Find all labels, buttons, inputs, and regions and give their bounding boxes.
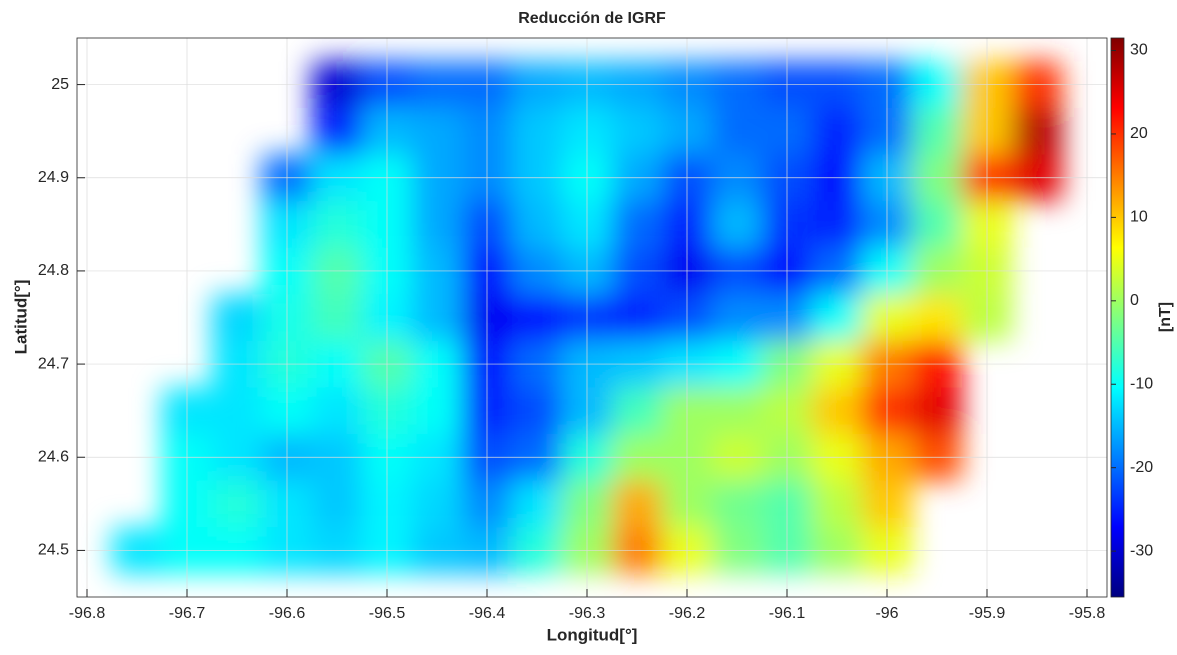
x-tick-label: -96.1 (769, 605, 806, 622)
cell (612, 107, 662, 155)
y-tick-label: 24.9 (38, 169, 69, 186)
colorbar-tick-label: 20 (1130, 125, 1148, 142)
cell (212, 387, 262, 434)
cell (1012, 107, 1062, 155)
cell (912, 294, 962, 341)
chart-title: Reducción de IGRF (518, 10, 666, 27)
grid (77, 38, 1107, 597)
colorbar-tick-label: 30 (1130, 42, 1148, 59)
colorbar-tick-label: 10 (1130, 209, 1148, 226)
cell (312, 480, 362, 528)
y-tick-label: 24.5 (38, 542, 69, 559)
x-tick-label: -96.4 (469, 605, 506, 622)
cell (912, 201, 962, 248)
cell (612, 294, 662, 341)
cell (812, 294, 862, 341)
colorbar-label: [nT] (1157, 302, 1174, 332)
x-tick-label: -96.6 (269, 605, 306, 622)
y-axis-label: Latitud[°] (11, 280, 30, 355)
x-tick-label: -96.8 (69, 605, 106, 622)
cell (312, 387, 362, 434)
cell (312, 107, 362, 155)
x-tick-label: -96.2 (669, 605, 706, 622)
x-tick-label: -95.9 (969, 605, 1006, 622)
x-tick-label: -96.7 (169, 605, 206, 622)
cell (412, 201, 462, 248)
cell (212, 480, 262, 528)
colorbar-tick-label: -10 (1130, 375, 1153, 392)
y-tick-label: 24.7 (38, 355, 69, 372)
cell (412, 107, 462, 155)
cell (912, 387, 962, 434)
cell (612, 387, 662, 434)
cell (712, 480, 762, 528)
x-tick-label: -95.8 (1069, 605, 1106, 622)
cell (612, 480, 662, 528)
cell (512, 480, 562, 528)
colorbar-tick-label: -30 (1130, 542, 1153, 559)
cell (512, 107, 562, 155)
cell (812, 107, 862, 155)
axes-box (76, 37, 1108, 598)
y-tick-label: 25 (51, 76, 69, 93)
colorbar (1110, 37, 1125, 598)
cell (812, 480, 862, 528)
x-tick-label: -96 (875, 605, 898, 622)
x-tick-label: -96.3 (569, 605, 606, 622)
cell (712, 201, 762, 248)
cell (912, 107, 962, 155)
cell (712, 387, 762, 434)
y-tick-label: 24.8 (38, 262, 69, 279)
cell (212, 294, 262, 341)
cell (412, 294, 462, 341)
cell (412, 387, 462, 434)
cell (712, 294, 762, 341)
cell (512, 201, 562, 248)
cell (812, 201, 862, 248)
cell (812, 387, 862, 434)
x-axis-label: Longitud[°] (547, 625, 638, 644)
cell (512, 387, 562, 434)
y-tick-label: 24.6 (38, 448, 69, 465)
cell (512, 294, 562, 341)
cell (612, 201, 662, 248)
colorbar-tick-label: 0 (1130, 292, 1139, 309)
x-tick-label: -96.5 (369, 605, 406, 622)
cell (712, 107, 762, 155)
cell (312, 294, 362, 341)
cell (412, 480, 462, 528)
colorbar-tick-label: -20 (1130, 459, 1153, 476)
cell (312, 201, 362, 248)
